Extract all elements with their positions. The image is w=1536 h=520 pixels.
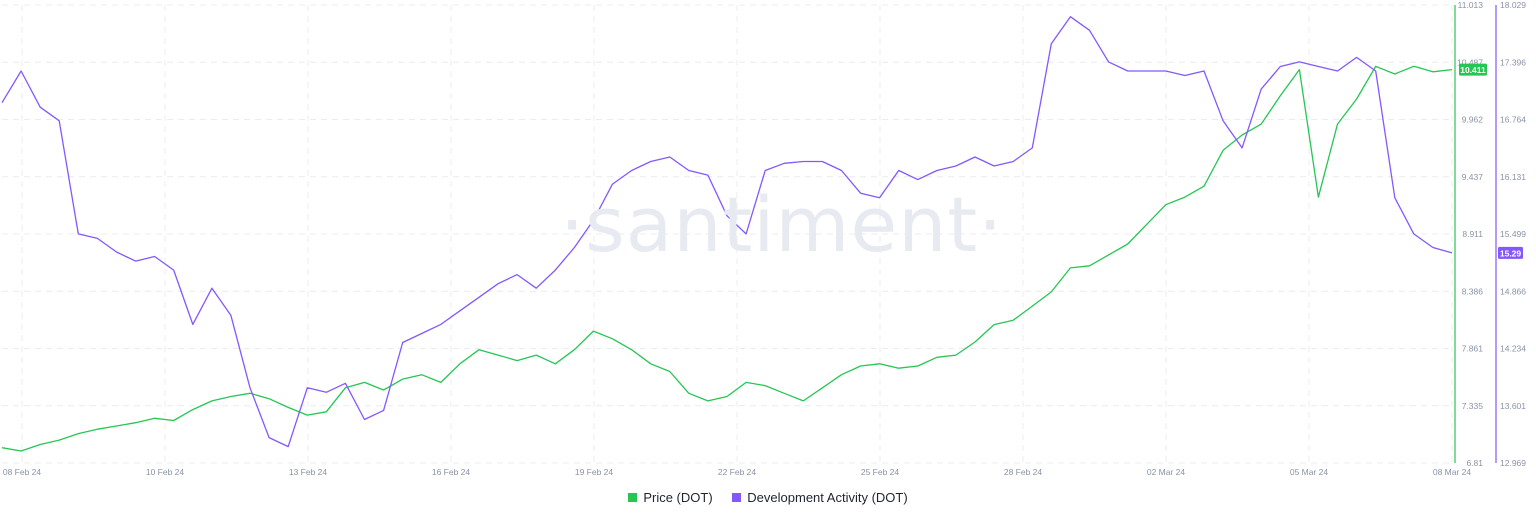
x-tick-label: 05 Mar 24 (1290, 467, 1329, 477)
price-current-badge (1459, 63, 1487, 76)
x-tick-label: 28 Feb 24 (1004, 467, 1043, 477)
y-tick-label-price: 8.911 (1462, 229, 1483, 239)
chart-area: 08 Feb 24 10 Feb 24 13 Feb 24 16 Feb 24 19 F… (1, 0, 1526, 477)
legend: Price (DOT) Development Activity (DOT) (0, 490, 1536, 505)
y-tick-label-price: 6.81 (1466, 458, 1483, 468)
current-value-badges: 10.411 15.29 (1459, 63, 1523, 259)
dev-current-value: 15.29 (1500, 248, 1522, 258)
x-tick-label: 02 Mar 24 (1147, 467, 1186, 477)
y-tick-label-dev: 15.499 (1500, 229, 1526, 239)
y-tick-label-price: 11.013 (1458, 0, 1484, 10)
y-tick-label-dev: 17.396 (1500, 57, 1526, 67)
y-tick-label-price: 8.386 (1462, 286, 1484, 296)
x-tick-label: 19 Feb 24 (575, 467, 614, 477)
axes (1454, 5, 1497, 463)
y-tick-label-dev: 16.764 (1500, 115, 1526, 125)
santiment-watermark: ·santiment· (560, 180, 1004, 269)
y-tick-label-dev: 13.601 (1500, 401, 1526, 411)
price-current-value: 10.411 (1460, 65, 1486, 75)
x-tick-label: 16 Feb 24 (432, 467, 471, 477)
y-tick-label-dev: 14.234 (1500, 344, 1526, 354)
x-tick-label: 08 Feb 24 (3, 467, 42, 477)
y-tick-label-price: 9.437 (1462, 172, 1484, 182)
y-tick-label-price: 7.861 (1462, 344, 1484, 354)
legend-swatch-dev-activity (732, 493, 742, 502)
legend-swatch-price (628, 493, 638, 502)
legend-label-dev-activity: Development Activity (DOT) (747, 490, 908, 505)
y-tick-label-dev: 16.131 (1500, 172, 1526, 182)
x-tick-label: 22 Feb 24 (718, 467, 757, 477)
price-line (1, 65, 1453, 452)
legend-item-price[interactable]: Price (DOT) (628, 490, 713, 505)
y-tick-label-dev: 12.969 (1500, 458, 1526, 468)
x-tick-label: 10 Feb 24 (146, 467, 185, 477)
y-tick-label-dev: 18.029 (1500, 0, 1526, 10)
x-tick-label: 25 Feb 24 (861, 467, 900, 477)
legend-item-dev-activity[interactable]: Development Activity (DOT) (732, 490, 908, 505)
series-layer (1, 16, 1453, 452)
legend-label-price: Price (DOT) (643, 490, 713, 505)
x-tick-label: 08 Mar 24 (1433, 467, 1472, 477)
y-tick-label-price: 7.335 (1462, 401, 1484, 411)
y-tick-label-dev: 14.866 (1500, 286, 1526, 296)
y-tick-label-price: 9.962 (1462, 115, 1484, 125)
y-tick-label-price: 10.487 (1457, 57, 1483, 67)
dev-current-badge (1498, 246, 1523, 259)
dev-activity-line (1, 16, 1453, 448)
tick-labels: 08 Feb 24 10 Feb 24 13 Feb 24 16 Feb 24 19 F… (3, 0, 1526, 477)
x-tick-label: 13 Feb 24 (289, 467, 328, 477)
